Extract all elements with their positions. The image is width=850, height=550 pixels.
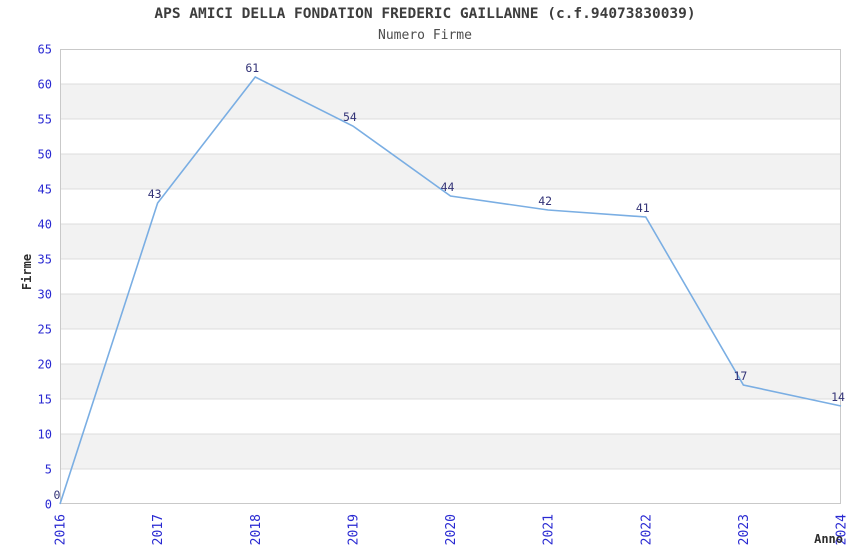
data-point-labels: 0 43 61 54 44 42 41 17 14 xyxy=(54,61,845,502)
y-tick-label: 5 xyxy=(45,462,52,476)
x-tick-label: 2021 xyxy=(542,514,557,545)
band xyxy=(60,49,841,84)
band xyxy=(60,189,841,224)
chart-title: APS AMICI DELLA FONDATION FREDERIC GAILL… xyxy=(154,6,696,22)
plot-border xyxy=(60,49,841,504)
data-point-label: 0 xyxy=(54,488,61,502)
y-tick-label: 55 xyxy=(38,112,52,126)
x-tick-label: 2023 xyxy=(737,514,752,545)
x-tick-label: 2019 xyxy=(346,514,361,545)
y-tick-label: 50 xyxy=(38,147,52,161)
y-tick-label: 15 xyxy=(38,392,52,406)
data-point-label: 41 xyxy=(636,201,650,215)
x-axis-tick-labels: 2016 2017 2018 2019 2020 2021 2022 2023 2024 xyxy=(54,514,850,545)
band xyxy=(60,399,841,434)
data-point-label: 14 xyxy=(831,390,845,404)
chart-subtitle: Numero Firme xyxy=(378,28,472,43)
band xyxy=(60,434,841,469)
band xyxy=(60,119,841,154)
x-axis-label: Anno xyxy=(814,532,843,546)
band xyxy=(60,224,841,259)
y-tick-label: 25 xyxy=(38,322,52,336)
band xyxy=(60,364,841,399)
series-line xyxy=(59,75,842,505)
y-tick-label: 35 xyxy=(38,252,52,266)
y-tick-label: 30 xyxy=(38,287,52,301)
y-tick-label: 60 xyxy=(38,77,52,91)
y-tick-label: 10 xyxy=(38,427,52,441)
x-tick-label: 2016 xyxy=(54,514,69,545)
band xyxy=(60,469,841,504)
y-tick-label: 45 xyxy=(38,182,52,196)
y-tick-label: 40 xyxy=(38,217,52,231)
x-tick-label: 2020 xyxy=(444,514,459,545)
y-tick-label: 65 xyxy=(38,42,52,56)
x-tick-label: 2018 xyxy=(249,514,264,545)
data-point-label: 17 xyxy=(733,369,747,383)
x-tick-label: 2022 xyxy=(639,514,654,545)
band xyxy=(60,259,841,294)
band xyxy=(60,329,841,364)
data-point-label: 43 xyxy=(148,187,162,201)
background-bands xyxy=(60,49,841,504)
data-point-label: 42 xyxy=(538,194,552,208)
data-point-label: 61 xyxy=(245,61,259,75)
band xyxy=(60,84,841,119)
y-tick-label: 20 xyxy=(38,357,52,371)
data-point-label: 54 xyxy=(343,110,357,124)
band xyxy=(60,294,841,329)
x-tick-label: 2024 xyxy=(835,514,850,545)
x-tick-label: 2017 xyxy=(151,514,166,545)
y-axis-label: Firme xyxy=(20,254,34,290)
data-point-label: 44 xyxy=(441,180,455,194)
y-tick-label: 0 xyxy=(45,497,52,511)
y-axis-tick-labels: 0 5 10 15 20 25 30 35 40 45 50 55 60 65 xyxy=(38,42,52,511)
